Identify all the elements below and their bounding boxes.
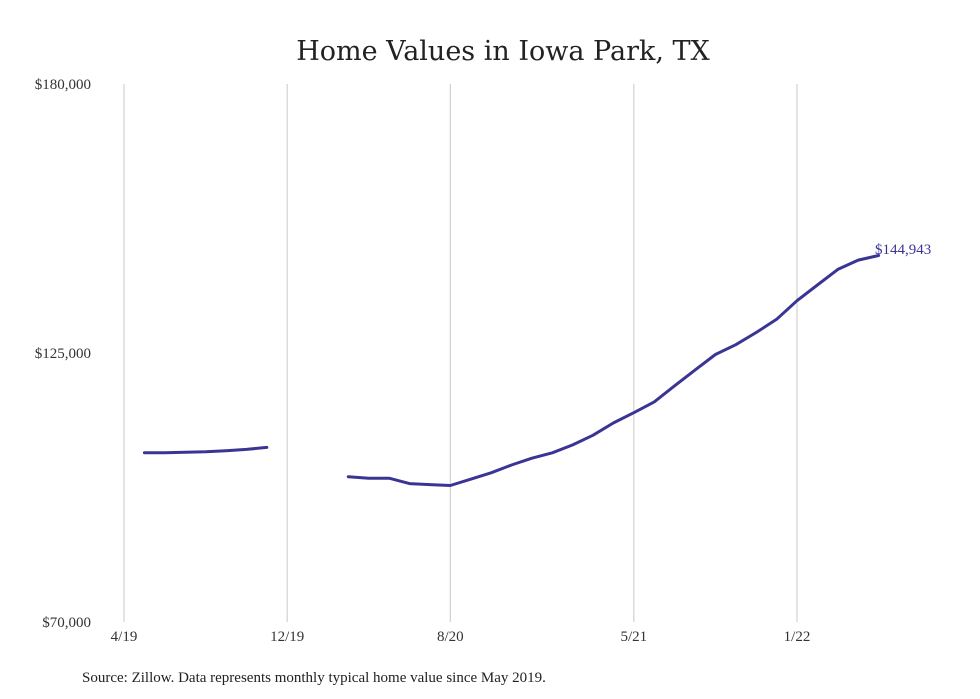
x-tick-label: 1/22 <box>784 629 811 645</box>
series-line-segment-2 <box>346 254 881 487</box>
gridlines <box>123 84 798 622</box>
x-tick-label: 12/19 <box>270 629 304 645</box>
x-tick-label: 5/21 <box>621 629 648 645</box>
series-line-segment-1 <box>142 445 269 455</box>
y-axis-ticks: $70,000 $125,000 $180,000 <box>35 77 91 631</box>
x-tick-label: 4/19 <box>111 629 138 645</box>
end-value-label: $144,943 <box>875 242 931 258</box>
y-tick-label: $70,000 <box>42 615 91 631</box>
y-tick-label: $125,000 <box>35 346 91 362</box>
y-tick-label: $180,000 <box>35 77 91 93</box>
series-lines <box>142 254 881 487</box>
x-tick-label: 8/20 <box>437 629 464 645</box>
x-axis-ticks: 4/19 12/19 8/20 5/21 1/22 <box>111 629 811 645</box>
chart-title: Home Values in Iowa Park, TX <box>296 36 710 67</box>
source-note: Source: Zillow. Data represents monthly … <box>82 670 546 686</box>
